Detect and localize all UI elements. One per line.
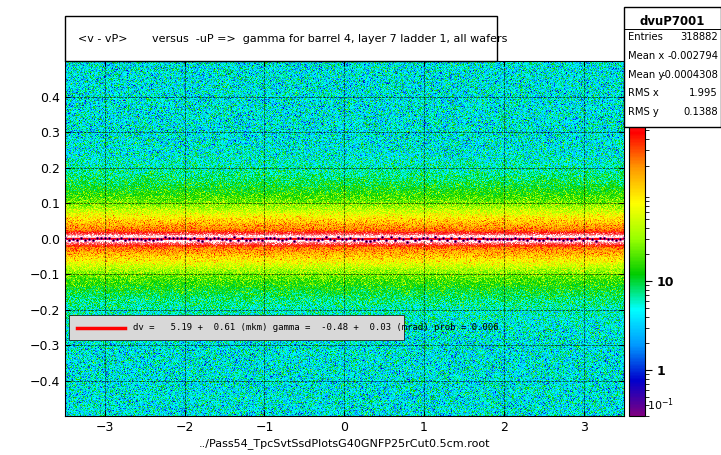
Text: Mean x: Mean x [627,51,664,61]
Text: $10^{-1}$: $10^{-1}$ [647,396,674,413]
Text: RMS x: RMS x [627,88,658,98]
X-axis label: ../Pass54_TpcSvtSsdPlotsG40GNFP25rCut0.5cm.root: ../Pass54_TpcSvtSsdPlotsG40GNFP25rCut0.5… [198,438,490,449]
Text: <v - vP>       versus  -uP =>  gamma for barrel 4, layer 7 ladder 1, all wafers: <v - vP> versus -uP => gamma for barrel … [78,34,508,44]
Text: RMS y: RMS y [627,107,658,117]
Text: 318882: 318882 [681,32,718,42]
Bar [69,315,404,340]
Text: Entries: Entries [627,32,663,42]
Text: dvuP7001: dvuP7001 [640,15,705,28]
Text: Mean y: Mean y [627,70,664,80]
Text: -0.002794: -0.002794 [667,51,718,61]
Text: dv =   5.19 +  0.61 (mkm) gamma =  -0.48 +  0.03 (mrad) prob = 0.006: dv = 5.19 + 0.61 (mkm) gamma = -0.48 + 0… [133,323,498,332]
Text: 0.1388: 0.1388 [684,107,718,117]
Text: 1.995: 1.995 [689,88,718,98]
Text: -0.0004308: -0.0004308 [661,70,718,80]
